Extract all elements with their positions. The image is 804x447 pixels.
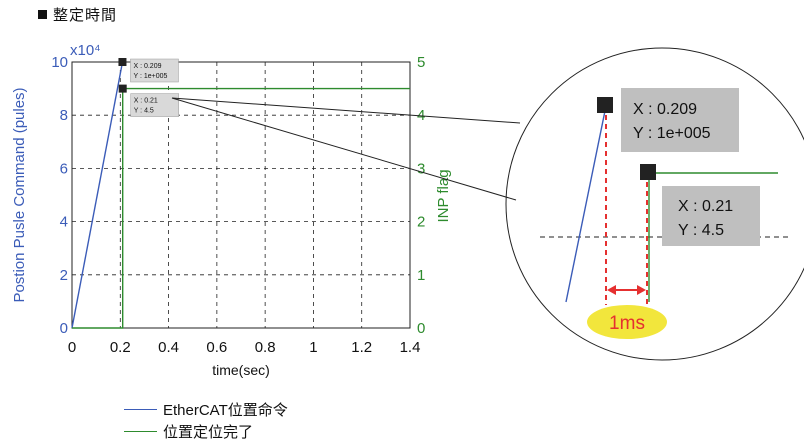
datatip-y-label: Y : 4.5 xyxy=(134,108,154,115)
datatip-box xyxy=(130,93,179,117)
plot-area xyxy=(71,61,411,329)
grid-lines xyxy=(72,62,410,328)
y-right-tick-label: 0 xyxy=(417,320,425,337)
title-square-icon xyxy=(38,10,47,19)
zoom-datatip-2-y: Y : 4.5 xyxy=(678,222,724,239)
zoom-connector-line xyxy=(171,97,517,201)
x-tick-label: 0.8 xyxy=(255,339,276,356)
legend: EtherCAT位置命令 位置定位完了 xyxy=(124,398,288,442)
series-line-1 xyxy=(71,61,124,329)
datatips-group: X : 0.209 Y : 1e+005 X : 0.21 Y : 4.5 xyxy=(118,58,179,117)
zoom-datatip-2-marker xyxy=(640,164,656,180)
y-left-tick-label: 6 xyxy=(60,160,68,177)
x-tick-label: 0 xyxy=(68,339,76,356)
datatip-marker xyxy=(118,84,127,93)
x-tick-label: 1.4 xyxy=(400,339,421,356)
zoom-datatip-2-box xyxy=(662,186,760,246)
legend-item: 位置定位完了 xyxy=(124,420,288,442)
x-tick-label: 0.6 xyxy=(206,339,227,356)
x-tick-label: 0.4 xyxy=(158,339,179,356)
zoom-command-line xyxy=(565,105,607,303)
arrow-head-left-icon xyxy=(607,285,616,295)
zoom-annotation-highlight xyxy=(587,305,667,339)
y-left-axis-label: Postion Pusle Command (pules) xyxy=(11,87,28,302)
legend-swatch xyxy=(124,408,157,410)
y-right-tick-label: 5 xyxy=(417,54,425,71)
datatip-x-label: X : 0.21 xyxy=(134,98,158,105)
zoom-datatip-1-x: X : 0.209 xyxy=(633,101,697,118)
y-left-tick-label: 4 xyxy=(60,214,68,231)
datatip-marker xyxy=(118,58,127,66)
y-right-tick-labels: 012345 xyxy=(417,54,425,337)
x-tick-label: 1.2 xyxy=(351,339,372,356)
zoom-annotation-label: 1ms xyxy=(609,313,645,334)
chart-title-text: 整定時間 xyxy=(53,7,118,24)
zoom-datatip-1-y: Y : 1e+005 xyxy=(633,125,711,142)
zoom-datatip-1-box xyxy=(621,88,739,152)
arrow-head-right-icon xyxy=(637,285,646,295)
x-tick-label: 0.2 xyxy=(110,339,131,356)
zoom-datatip-2-x: X : 0.21 xyxy=(678,198,733,215)
datatip-x-label: X : 0.209 xyxy=(133,63,161,70)
y-right-axis-label: INP flag xyxy=(435,169,452,222)
legend-label: 位置定位完了 xyxy=(163,423,254,441)
y-right-tick-label: 3 xyxy=(417,160,425,177)
y-left-tick-label: 10 xyxy=(51,54,68,71)
series-line-2 xyxy=(72,87,410,329)
y-right-tick-label: 2 xyxy=(417,214,425,231)
zoom-datatip-1-marker xyxy=(597,97,613,113)
y-left-multiplier: x10⁴ xyxy=(70,42,101,59)
y-left-tick-label: 2 xyxy=(60,267,68,284)
x-tick-labels: 0 0.2 0.4 0.6 0.8 1 1.2 1.4 xyxy=(68,339,421,356)
x-tick-label: 1 xyxy=(309,339,317,356)
legend-label: EtherCAT位置命令 xyxy=(163,401,288,419)
y-left-tick-label: 0 xyxy=(60,320,68,337)
zoom-connector-line xyxy=(171,97,521,124)
series-group xyxy=(71,61,410,329)
y-left-tick-labels: 0 2 4 6 8 10 xyxy=(51,54,68,337)
datatip-y-label: Y : 1e+005 xyxy=(133,73,167,80)
x-axis-label: time(sec) xyxy=(212,362,270,378)
y-right-tick-label: 1 xyxy=(417,267,425,284)
zoom-callout: X : 0.209 Y : 1e+005 X : 0.21 Y : 4.5 1m… xyxy=(171,47,804,361)
legend-swatch xyxy=(124,430,157,432)
legend-item: EtherCAT位置命令 xyxy=(124,398,288,420)
chart-title: 整定時間 xyxy=(38,4,117,25)
datatip-box xyxy=(130,58,179,83)
y-left-tick-label: 8 xyxy=(60,107,68,124)
